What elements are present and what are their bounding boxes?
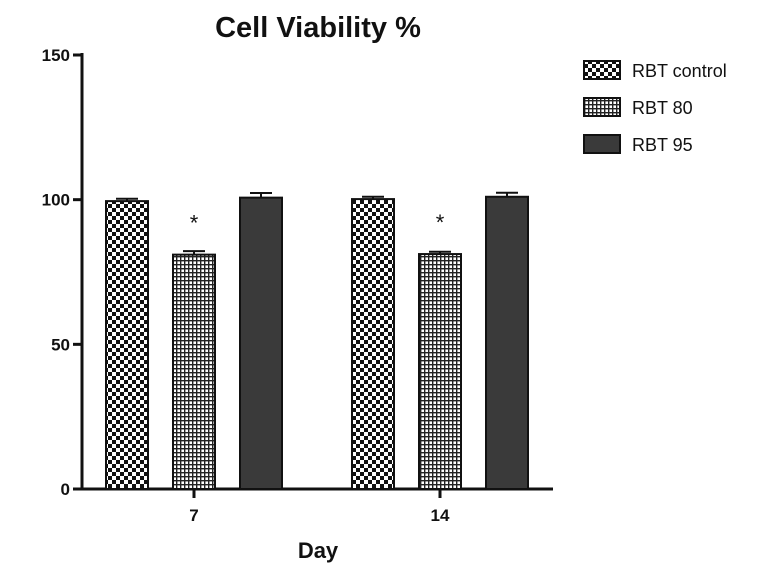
significance-marker: * xyxy=(190,211,199,236)
bar-rbt-95-day-14 xyxy=(485,195,529,490)
x-tick-label: 14 xyxy=(431,506,450,525)
legend-label: RBT 95 xyxy=(632,135,693,155)
y-axis: 0 50 100 150 xyxy=(42,46,84,499)
legend-swatch xyxy=(583,60,621,80)
bar-rbt-80-day-14 xyxy=(418,253,462,490)
y-tick-label: 50 xyxy=(51,335,70,354)
x-tick-label: 7 xyxy=(189,506,198,525)
chart-title: Cell Viability % xyxy=(215,12,421,44)
bar-group: * * xyxy=(105,191,529,490)
x-axis: 7 14 xyxy=(81,487,553,525)
y-tick-label: 100 xyxy=(42,191,70,210)
bar-rbt-control-day-14 xyxy=(351,198,395,490)
y-tick-label: 150 xyxy=(42,46,70,65)
bar-rbt-80-day-7 xyxy=(172,253,216,490)
y-tick-label: 0 xyxy=(61,480,70,499)
legend-label: RBT control xyxy=(632,61,727,81)
x-axis-label: Day xyxy=(298,538,339,563)
legend-swatch xyxy=(583,134,621,154)
legend-label: RBT 80 xyxy=(632,98,693,118)
bar-rbt-95-day-7 xyxy=(239,196,283,490)
legend: RBT control RBT 80 RBT 95 xyxy=(583,60,727,155)
legend-swatch xyxy=(583,97,621,117)
significance-marker: * xyxy=(436,210,445,235)
bar-rbt-control-day-7 xyxy=(105,200,149,490)
